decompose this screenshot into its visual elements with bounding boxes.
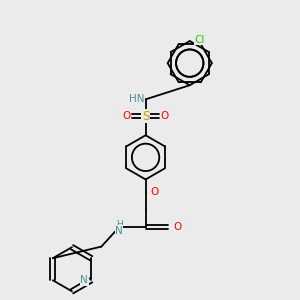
Text: O: O [122,111,130,121]
Text: O: O [174,222,182,232]
Text: O: O [150,187,158,197]
Text: S: S [142,110,149,123]
Text: O: O [160,111,169,121]
Text: N: N [115,226,123,236]
Text: Cl: Cl [194,34,205,45]
Text: H: H [116,220,122,229]
Text: N: N [80,275,88,285]
Text: HN: HN [129,94,144,104]
